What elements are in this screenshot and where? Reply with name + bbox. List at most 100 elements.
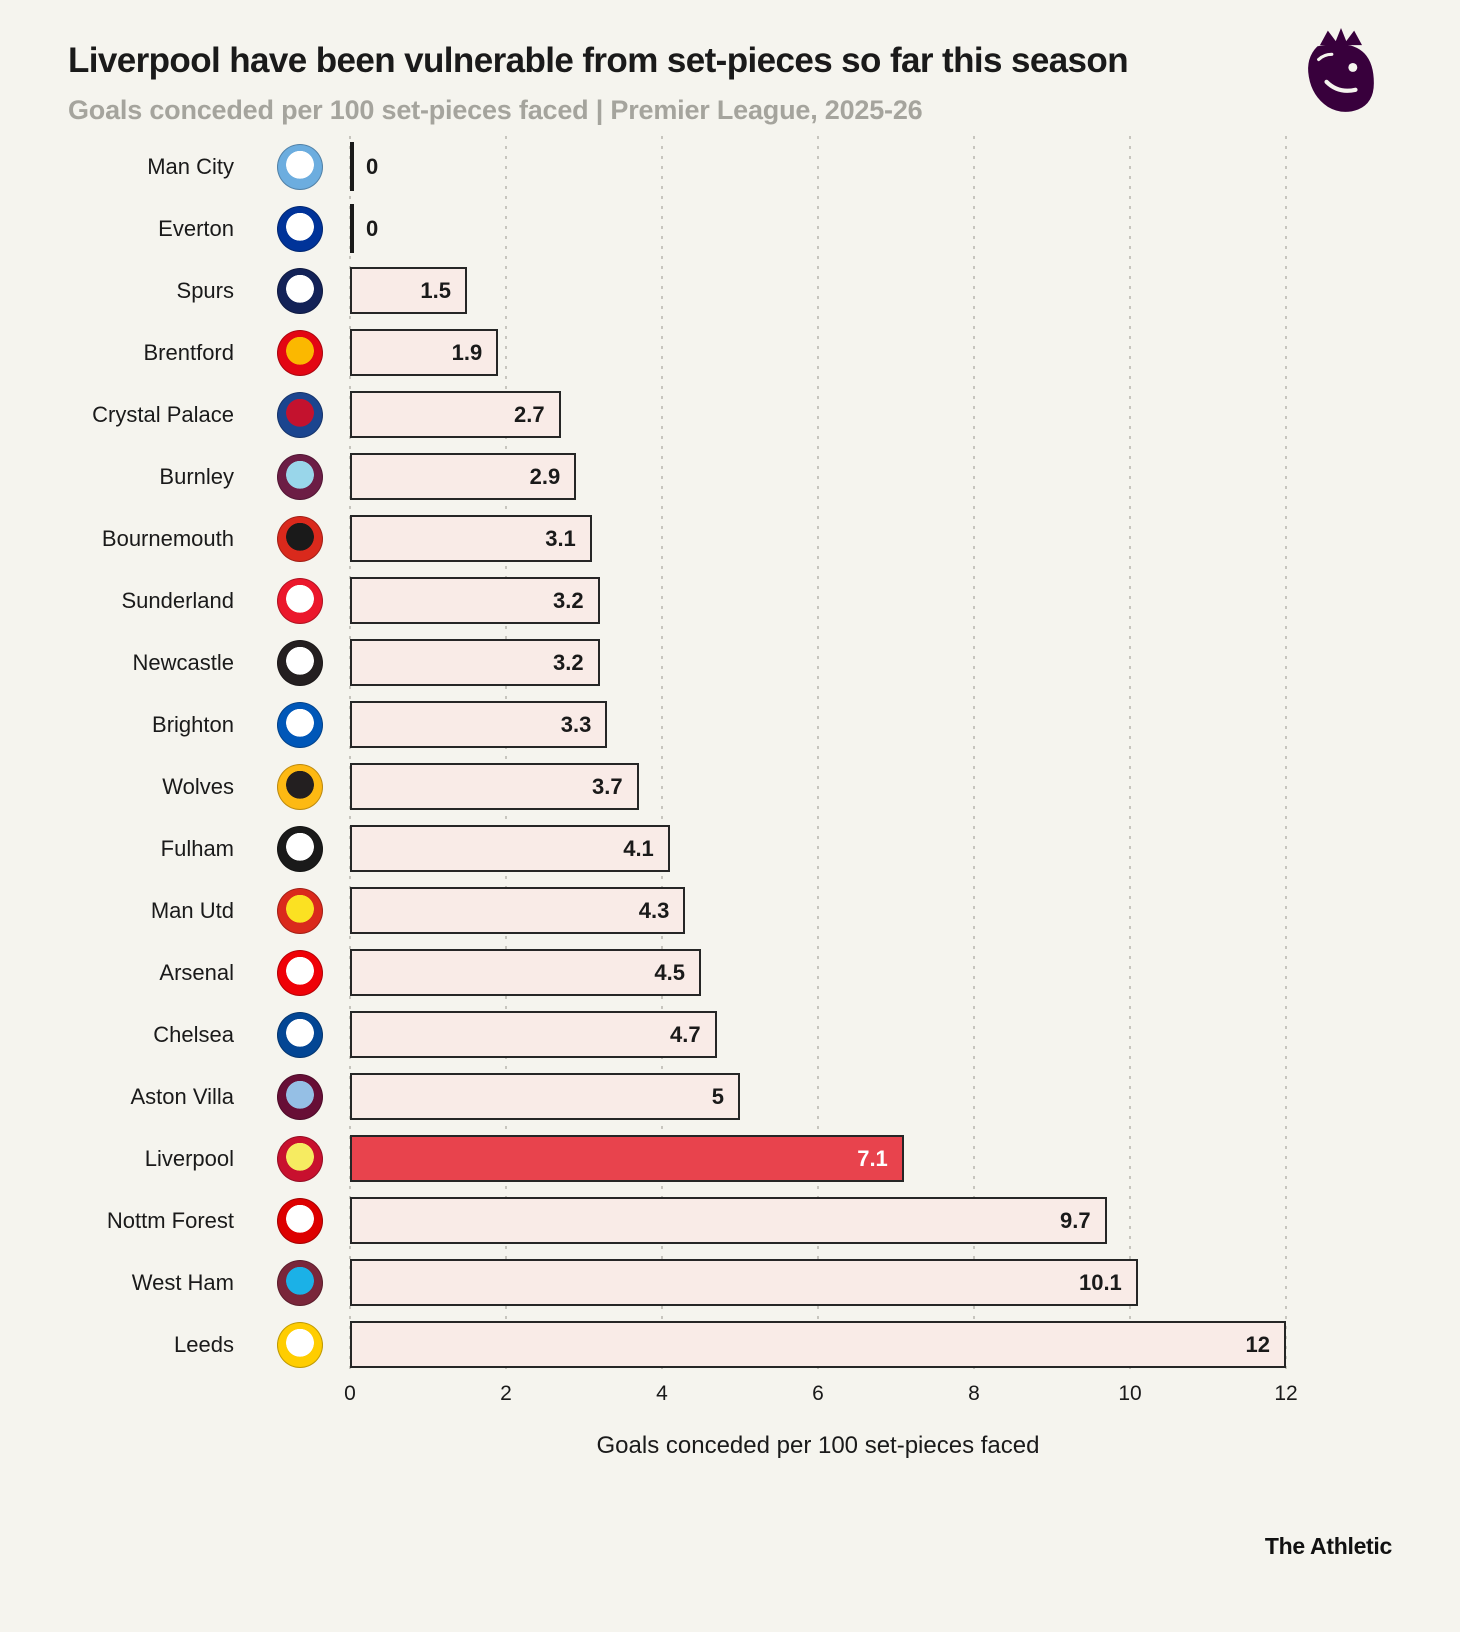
bar-value-label: 3.2 <box>553 649 584 675</box>
bar-track: 3.2 <box>350 570 1286 632</box>
x-tick-label-8: 8 <box>968 1381 980 1405</box>
crest-column <box>250 391 350 438</box>
bar-track: 1.5 <box>350 260 1286 322</box>
team-row: Chelsea 4.7 <box>0 1004 1460 1066</box>
crest-column <box>250 267 350 314</box>
team-row: Bournemouth 3.1 <box>0 508 1460 570</box>
team-label: Wolves <box>162 773 234 799</box>
team-label: Burnley <box>159 463 234 489</box>
crest-column <box>250 1135 350 1182</box>
team-row: Man Utd 4.3 <box>0 880 1460 942</box>
bar-track: 3.2 <box>350 632 1286 694</box>
x-tick-label-4: 4 <box>656 1381 668 1405</box>
bar-track: 0 <box>350 136 1286 198</box>
x-axis: 0 2 4 6 8 10 12 <box>344 1381 1298 1416</box>
bar: 3.3 <box>350 701 608 748</box>
team-row: Leeds 12 <box>0 1314 1460 1376</box>
team-row: Crystal Palace 2.7 <box>0 384 1460 446</box>
team-label: Brentford <box>143 339 235 365</box>
the-athletic-wordmark: The Athletic <box>1264 1533 1392 1559</box>
club-crest-icon <box>277 887 323 934</box>
team-row: Burnley 2.9 <box>0 446 1460 508</box>
bar-track: 5 <box>350 1066 1286 1128</box>
team-label: Newcastle <box>132 649 234 675</box>
bar-track: 4.5 <box>350 942 1286 1004</box>
bar-chart: Man City 0 Everton 0 Spurs <box>0 135 1460 1460</box>
crest-column <box>250 763 350 810</box>
bar-value-label: 4.7 <box>670 1021 701 1047</box>
x-axis-title: Goals conceded per 100 set-pieces faced <box>596 1431 1040 1459</box>
team-label: Nottm Forest <box>106 1207 234 1233</box>
team-label: Man City <box>147 153 234 179</box>
club-crest-icon <box>277 267 323 314</box>
team-row: Arsenal 4.5 <box>0 942 1460 1004</box>
crest-column <box>250 1321 350 1368</box>
bar: 3.7 <box>350 763 639 810</box>
gridline-layer <box>349 135 1287 1376</box>
bar: 3.2 <box>350 577 600 624</box>
club-crest-icon <box>277 1197 323 1244</box>
club-crest-icon <box>277 1073 323 1120</box>
crest-column <box>250 887 350 934</box>
team-label: Crystal Palace <box>92 401 234 427</box>
crest-column <box>250 1259 350 1306</box>
team-label: Fulham <box>160 835 234 861</box>
bar-value-label: 3.7 <box>592 773 623 799</box>
bar: 7.1 <box>350 1135 904 1182</box>
gridline-4 <box>660 135 663 1376</box>
team-row: Spurs 1.5 <box>0 260 1460 322</box>
team-label: Brighton <box>152 711 234 737</box>
bar-value-label: 4.5 <box>654 959 685 985</box>
crest-column <box>250 701 350 748</box>
x-tick-label-12: 12 <box>1274 1381 1298 1405</box>
zero-baseline-tick <box>350 142 354 191</box>
club-crest-icon <box>277 701 323 748</box>
chart-plot-area: Man City 0 Everton 0 Spurs <box>0 135 1460 1376</box>
team-row: West Ham 10.1 <box>0 1252 1460 1314</box>
bar: 9.7 <box>350 1197 1107 1244</box>
club-crest-icon <box>277 1321 323 1368</box>
crest-column <box>250 825 350 872</box>
bar-value-label: 1.5 <box>420 277 451 303</box>
crest-column <box>250 1011 350 1058</box>
gridline-12 <box>1285 135 1287 1376</box>
bar: 1.5 <box>350 267 467 314</box>
bar-value-label: 4.1 <box>623 835 654 861</box>
page-title: Liverpool have been vulnerable from set-… <box>68 41 1129 80</box>
bar-value-label: 4.3 <box>638 897 670 923</box>
bar-value-label: 3.3 <box>560 711 592 737</box>
team-label: Everton <box>158 215 234 241</box>
bar: 12 <box>350 1321 1286 1368</box>
club-crest-icon <box>277 825 323 872</box>
team-row: Fulham 4.1 <box>0 818 1460 880</box>
team-label: Leeds <box>174 1331 234 1357</box>
gridline-10 <box>1129 135 1131 1376</box>
bar-track: 2.7 <box>350 384 1286 446</box>
crest-column <box>250 515 350 562</box>
x-tick-label-0: 0 <box>344 1381 356 1405</box>
gridline-2 <box>504 135 507 1376</box>
team-label: Spurs <box>176 277 234 303</box>
crest-column <box>250 1073 350 1120</box>
crest-column <box>250 205 350 252</box>
bar-track: 4.7 <box>350 1004 1286 1066</box>
club-crest-icon <box>277 763 323 810</box>
team-label: Chelsea <box>153 1021 234 1047</box>
bar-value-label: 3.1 <box>545 525 576 551</box>
team-row: Everton 0 <box>0 198 1460 260</box>
team-row: Sunderland 3.2 <box>0 570 1460 632</box>
team-row: Aston Villa 5 <box>0 1066 1460 1128</box>
crest-column <box>250 949 350 996</box>
bar-track: 12 <box>350 1314 1286 1376</box>
club-crest-icon <box>277 577 323 624</box>
crest-column <box>250 453 350 500</box>
bar-track: 2.9 <box>350 446 1286 508</box>
bar-track: 4.1 <box>350 818 1286 880</box>
team-label: Arsenal <box>159 959 234 985</box>
bar: 10.1 <box>350 1259 1138 1306</box>
bar: 2.9 <box>350 453 577 500</box>
x-tick-label-2: 2 <box>500 1381 512 1405</box>
team-row: Wolves 3.7 <box>0 756 1460 818</box>
bar: 2.7 <box>350 391 561 438</box>
club-crest-icon <box>277 1135 323 1182</box>
